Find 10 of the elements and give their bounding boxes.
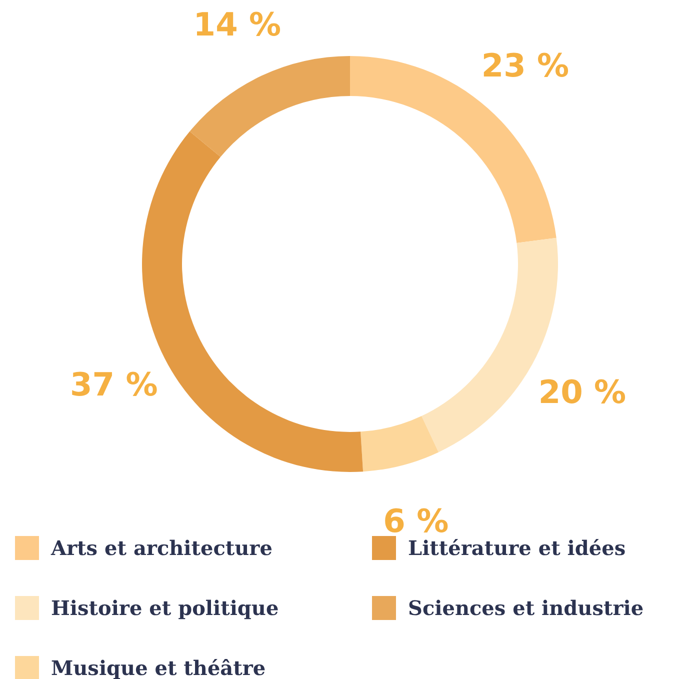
legend-label: Sciences et industrie [408,596,644,620]
data-label: 37 % [70,366,158,404]
legend-label: Arts et architecture [50,536,272,560]
data-label: 23 % [481,46,570,84]
donut-slice [190,56,350,157]
legend-label: Musique et théâtre [51,656,266,679]
donut-slice [360,416,439,472]
legend-label: Histoire et politique [51,596,279,620]
data-label: 14 % [193,5,282,44]
data-label: 20 % [538,372,626,411]
